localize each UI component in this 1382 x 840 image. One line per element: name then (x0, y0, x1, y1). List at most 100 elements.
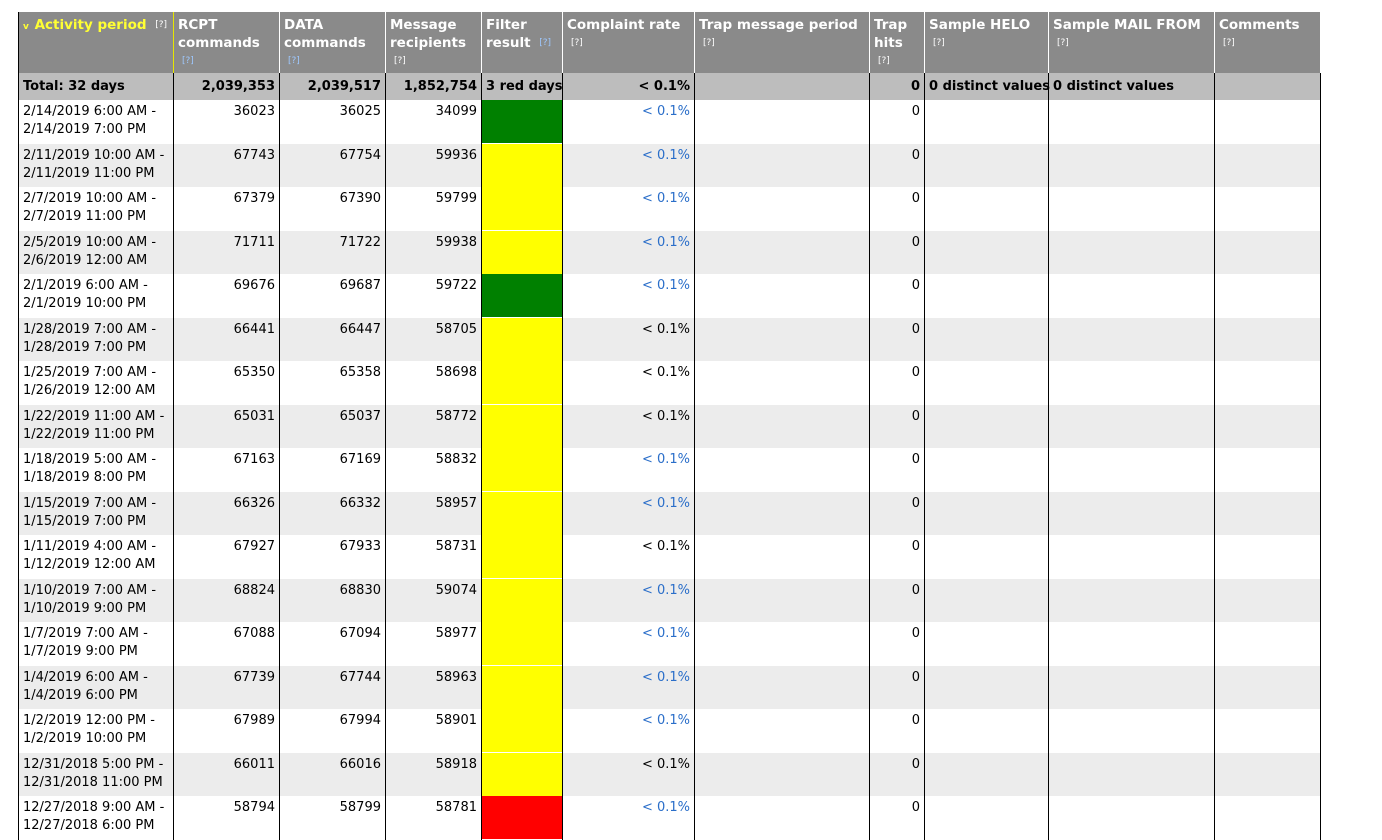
sample-helo-cell (924, 361, 1049, 405)
header-rcpt-commands-label[interactable]: RCPT commands (178, 17, 260, 51)
filter-result-yellow (482, 317, 562, 361)
help-icon[interactable]: [?] (155, 20, 168, 30)
header-comments[interactable]: Comments [?] (1214, 12, 1321, 73)
filter-result-green (482, 274, 562, 317)
rcpt-commands-cell: 71711 (173, 230, 280, 274)
help-icon[interactable]: [?] (1223, 38, 1235, 48)
complaint-rate-link[interactable]: < 0.1% (562, 143, 695, 187)
header-data-commands[interactable]: DATA commands [?] (279, 12, 386, 73)
message-recipients-cell: 58963 (385, 665, 482, 709)
table-row: 1/15/2019 7:00 AM - 1/15/2019 7:00 PM 6632… (18, 491, 1321, 535)
table-row: 12/27/2018 9:00 AM -12/27/2018 6:00 PM 58… (18, 796, 1321, 840)
complaint-rate-link[interactable]: < 0.1% (562, 578, 695, 622)
activity-period-cell: 1/25/2019 7:00 AM - 1/26/2019 12:00 AM (18, 361, 174, 405)
period-end: 12/31/2018 11:00 PM (23, 774, 163, 790)
trap-message-period-cell (694, 143, 870, 187)
help-icon[interactable]: [?] (933, 38, 945, 48)
comments-cell (1214, 100, 1321, 144)
header-activity-period[interactable]: v Activity period [?] (18, 12, 174, 73)
header-sample-helo-label[interactable]: Sample HELO (929, 17, 1031, 33)
help-icon[interactable]: [?] (703, 38, 715, 48)
complaint-rate-link[interactable]: < 0.1% (562, 187, 695, 231)
sample-mail-from-cell (1048, 274, 1215, 318)
filter-result-yellow (482, 491, 562, 535)
header-data-commands-label[interactable]: DATA commands (284, 17, 366, 51)
header-comments-label[interactable]: Comments (1219, 17, 1300, 33)
header-filter-result[interactable]: Filter result [?] (481, 12, 563, 73)
sample-mail-from-cell (1048, 709, 1215, 753)
filter-result-yellow (482, 187, 562, 230)
help-icon[interactable]: [?] (539, 38, 552, 48)
sample-mail-from-cell (1048, 578, 1215, 622)
help-icon[interactable]: [?] (182, 56, 194, 66)
period-start: 2/7/2019 10:00 AM - (23, 191, 157, 206)
header-activity-period-label[interactable]: Activity period (34, 17, 147, 33)
complaint-rate-link[interactable]: < 0.1% (562, 491, 695, 535)
total-comments (1214, 73, 1321, 100)
period-end: 1/28/2019 7:00 PM (23, 339, 147, 355)
data-commands-cell: 58799 (279, 796, 386, 840)
table-row: 1/2/2019 12:00 PM - 1/2/2019 10:00 PM 6798… (18, 709, 1321, 753)
header-sample-mail-from[interactable]: Sample MAIL FROM [?] (1048, 12, 1215, 73)
trap-hits-cell: 0 (869, 578, 925, 622)
period-start: 2/1/2019 6:00 AM - (23, 278, 148, 293)
header-sample-helo[interactable]: Sample HELO [?] (924, 12, 1049, 73)
header-trap-hits-label[interactable]: Trap hits (874, 17, 908, 51)
period-end: 1/7/2019 9:00 PM (23, 644, 138, 659)
comments-cell (1214, 622, 1321, 666)
trap-hits-cell: 0 (869, 143, 925, 187)
help-icon[interactable]: [?] (878, 56, 890, 66)
sort-desc-icon[interactable]: v (23, 22, 29, 32)
sample-helo-cell (924, 491, 1049, 535)
comments-cell (1214, 709, 1321, 753)
header-complaint-rate[interactable]: Complaint rate [?] (562, 12, 695, 73)
period-start: 2/5/2019 10:00 AM - (23, 234, 157, 250)
comments-cell (1214, 752, 1321, 796)
sample-mail-from-cell (1048, 187, 1215, 231)
trap-message-period-cell (694, 230, 870, 274)
complaint-rate-link[interactable]: < 0.1% (562, 230, 695, 274)
activity-period-cell: 1/15/2019 7:00 AM - 1/15/2019 7:00 PM (18, 491, 174, 535)
period-start: 1/11/2019 4:00 AM - (23, 539, 157, 554)
complaint-rate-link[interactable]: < 0.1% (562, 448, 695, 492)
period-start: 1/10/2019 7:00 AM - (23, 582, 157, 598)
header-complaint-rate-label[interactable]: Complaint rate (567, 17, 681, 33)
filter-result-yellow (482, 578, 562, 622)
complaint-rate-link[interactable]: < 0.1% (562, 709, 695, 753)
activity-period-cell: 1/18/2019 5:00 AM - 1/18/2019 8:00 PM (18, 448, 174, 492)
header-trap-message-period-label[interactable]: Trap message period (699, 17, 858, 33)
table-row: 2/1/2019 6:00 AM - 2/1/2019 10:00 PM 69676… (18, 274, 1321, 318)
complaint-rate-link[interactable]: < 0.1% (562, 665, 695, 709)
message-recipients-cell: 59074 (385, 578, 482, 622)
sample-mail-from-cell (1048, 230, 1215, 274)
complaint-rate-link[interactable]: < 0.1% (562, 796, 695, 840)
rcpt-commands-cell: 66011 (173, 752, 280, 796)
complaint-rate-link[interactable]: < 0.1% (562, 274, 695, 318)
data-commands-cell: 36025 (279, 100, 386, 144)
comments-cell (1214, 448, 1321, 492)
help-icon[interactable]: [?] (571, 38, 583, 48)
sample-mail-from-cell (1048, 317, 1215, 361)
header-message-recipients-label[interactable]: Message recipients (390, 17, 466, 51)
help-icon[interactable]: [?] (394, 56, 406, 66)
message-recipients-cell: 58772 (385, 404, 482, 448)
header-trap-message-period[interactable]: Trap message period [?] (694, 12, 870, 73)
help-icon[interactable]: [?] (1057, 38, 1069, 48)
header-rcpt-commands[interactable]: RCPT commands [?] (173, 12, 280, 73)
header-trap-hits[interactable]: Trap hits [?] (869, 12, 925, 73)
data-commands-cell: 65037 (279, 404, 386, 448)
complaint-rate-link[interactable]: < 0.1% (562, 622, 695, 666)
help-icon[interactable]: [?] (288, 56, 300, 66)
activity-period-cell: 2/1/2019 6:00 AM - 2/1/2019 10:00 PM (18, 274, 174, 318)
filter-result-cell (481, 578, 563, 622)
header-message-recipients[interactable]: Message recipients [?] (385, 12, 482, 73)
total-mail-from: 0 distinct values (1048, 73, 1215, 100)
message-recipients-cell: 58731 (385, 535, 482, 579)
sample-helo-cell (924, 448, 1049, 492)
header-sample-mail-from-label[interactable]: Sample MAIL FROM (1053, 17, 1201, 33)
complaint-rate-link[interactable]: < 0.1% (562, 100, 695, 144)
trap-message-period-cell (694, 274, 870, 318)
header-filter-result-label[interactable]: Filter result (486, 17, 531, 51)
header-row: v Activity period [?] RCPT commands [?] … (18, 12, 1321, 73)
activity-period-cell: 2/5/2019 10:00 AM - 2/6/2019 12:00 AM (18, 230, 174, 274)
